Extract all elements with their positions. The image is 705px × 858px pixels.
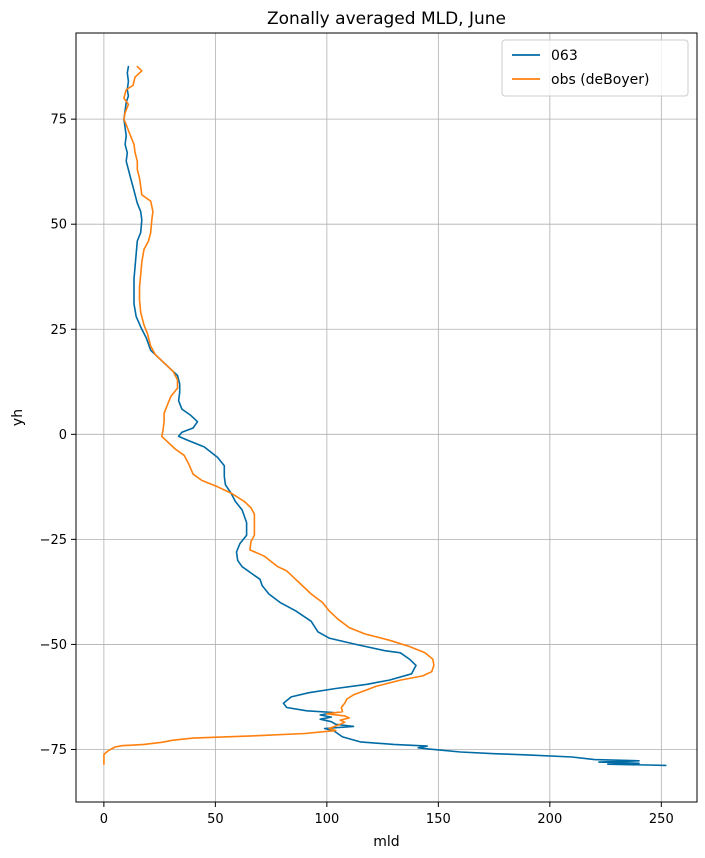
x-tick-label: 250 [649, 812, 674, 827]
y-tick-label: 75 [50, 113, 67, 128]
y-axis-label: yh [10, 409, 26, 426]
y-tick-label: −50 [40, 638, 67, 653]
x-tick-label: 0 [100, 812, 108, 827]
x-tick-label: 100 [314, 812, 339, 827]
ticks: 0 50 100 150 200 250 −75 −50 −25 0 25 50 75 [40, 113, 674, 827]
legend: 063 obs (deBoyer) [501, 39, 689, 97]
y-tick-label: 25 [50, 323, 67, 338]
series-line-1 [103, 65, 435, 766]
grid [76, 33, 697, 802]
legend-label-0: 063 [551, 48, 578, 64]
y-tick-label: 0 [59, 428, 67, 443]
x-tick-label: 200 [537, 812, 562, 827]
y-tick-label: −75 [40, 743, 67, 758]
x-axis-label: mld [373, 834, 399, 850]
x-tick-label: 150 [426, 812, 451, 827]
series-layer [103, 65, 667, 767]
legend-box [501, 39, 689, 97]
series-line-0 [123, 65, 667, 767]
chart-title: Zonally averaged MLD, June [267, 9, 506, 29]
y-tick-label: 50 [50, 218, 67, 233]
plot-frame [75, 32, 698, 803]
y-tick-label: −25 [40, 533, 67, 548]
legend-label-1: obs (deBoyer) [551, 72, 649, 88]
x-tick-label: 50 [207, 812, 224, 827]
